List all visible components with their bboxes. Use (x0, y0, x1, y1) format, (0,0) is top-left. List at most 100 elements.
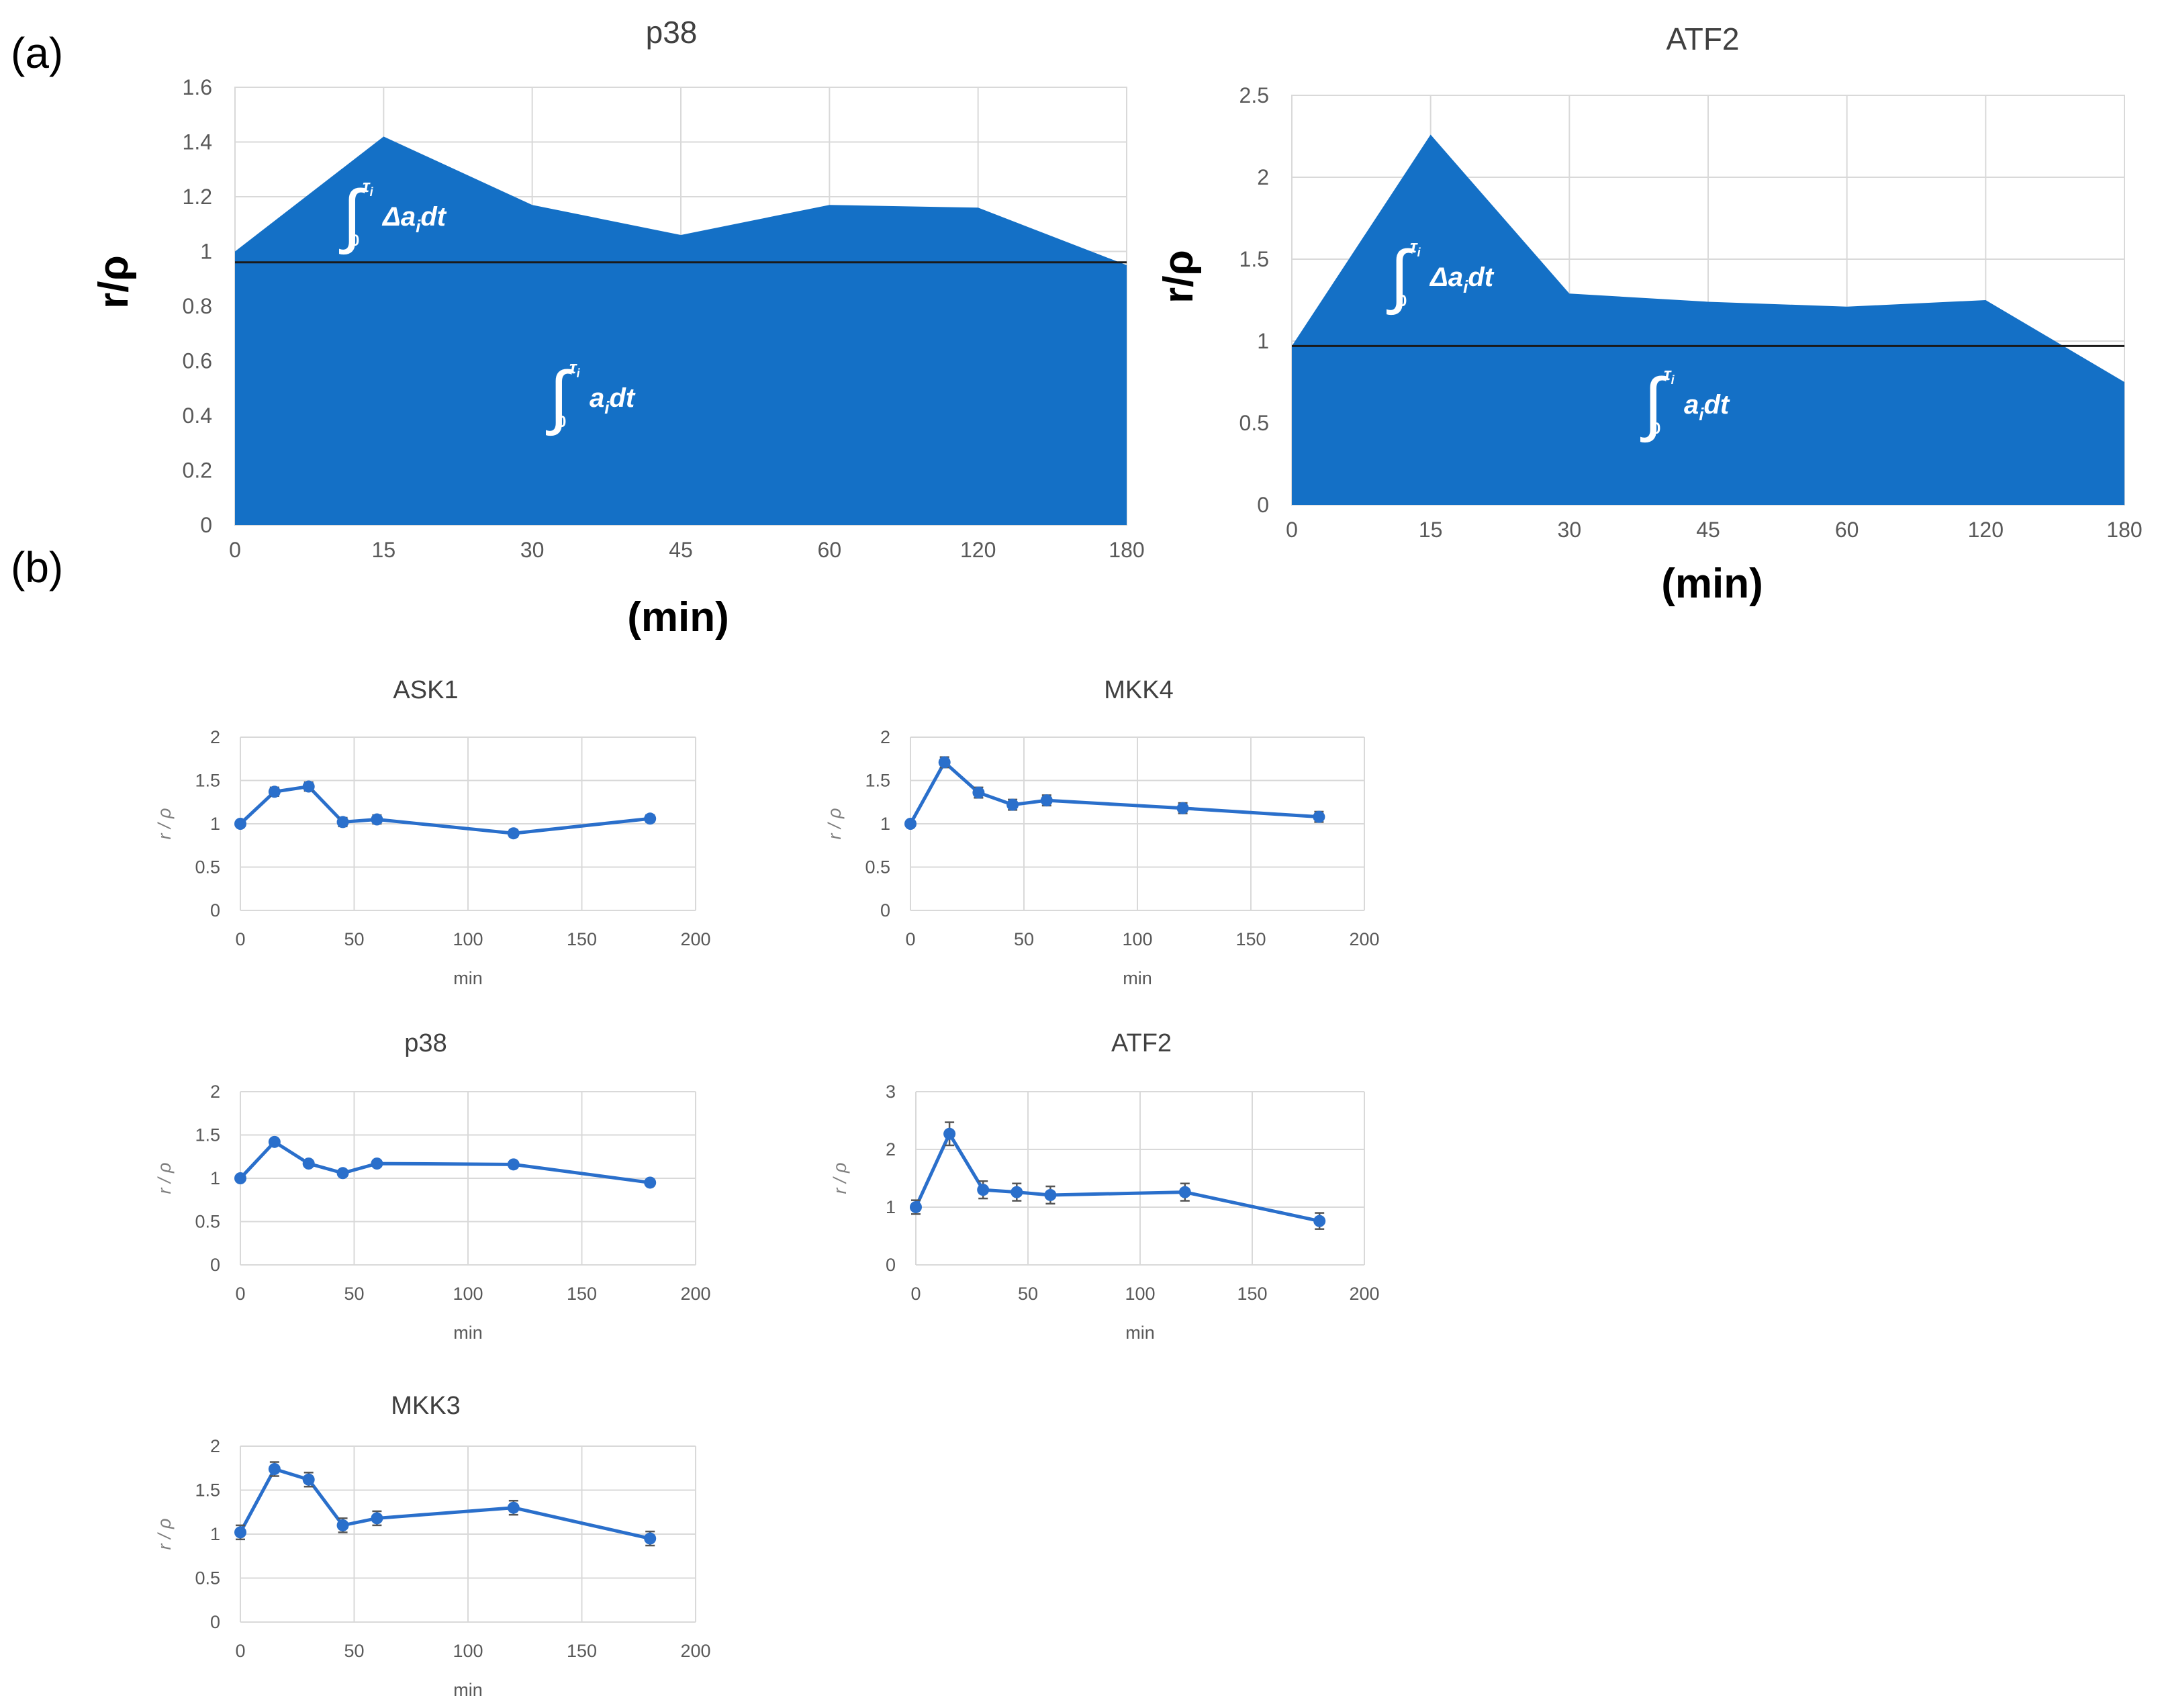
series-line (908, 759, 1319, 825)
x-axis-label: (min) (627, 594, 729, 640)
x-tick-label: 200 (1349, 1284, 1379, 1304)
y-tick-label: 2 (886, 1139, 896, 1159)
data-point (507, 1501, 520, 1514)
data-point (644, 812, 657, 825)
x-axis-label: min (1125, 1323, 1155, 1343)
y-tick-label: 0 (210, 900, 220, 920)
chart-title: ATF2 (1666, 21, 1739, 56)
data-point (234, 1172, 246, 1184)
x-axis-label: min (453, 1680, 483, 1700)
y-tick-label: 0.5 (865, 857, 890, 877)
y-tick-label: 0.5 (195, 857, 220, 877)
x-tick-label: 60 (1835, 518, 1859, 542)
x-tick-label: 60 (818, 538, 842, 562)
x-tick-label: 120 (960, 538, 996, 562)
data-point (644, 1176, 657, 1189)
x-axis-label: min (453, 1323, 483, 1343)
area-fill (1292, 134, 2124, 505)
data-point (302, 1473, 315, 1486)
x-axis-label: min (453, 968, 483, 988)
y-tick-label: 1.5 (865, 771, 890, 791)
data-point (910, 1201, 922, 1213)
x-tick-label: 0 (910, 1284, 921, 1304)
x-tick-label: 0 (235, 1641, 245, 1661)
y-tick-label: 1.2 (183, 185, 212, 209)
x-tick-label: 200 (680, 929, 710, 949)
x-tick-label: 0 (1286, 518, 1298, 542)
x-tick-label: 50 (344, 1284, 364, 1304)
y-tick-label: 1.5 (1239, 247, 1269, 271)
line-chart-atf2: ATF2 0 1 2 3 0 50 100 150 200 min r / ρ (830, 1029, 1380, 1343)
chart-title: p38 (646, 15, 698, 50)
y-axis-label: r / ρ (154, 1519, 175, 1550)
integral-base-integrand: aidt (1684, 390, 1730, 424)
line-chart-mkk4: MKK4 0 0.5 1 1.5 2 0 50 100 150 200 min r / ρ (825, 676, 1380, 988)
y-tick-label: 0.2 (183, 459, 212, 483)
integral-base-integral-sign: ∫ (1640, 365, 1667, 443)
data-point (1178, 1186, 1191, 1198)
y-tick-label: 0 (200, 513, 212, 537)
y-tick-label: 0 (886, 1255, 896, 1275)
chart-title: p38 (404, 1029, 447, 1057)
y-axis-label: r / ρ (154, 808, 175, 840)
area-chart-0: p38 0 0.2 0.4 0.6 0.8 1 1.2 1.4 1.6 0 15 30 45 60 120 18… (91, 15, 1145, 640)
y-tick-label: 1 (210, 1524, 220, 1544)
x-tick-label: 150 (567, 1284, 597, 1304)
chart-title: ASK1 (393, 676, 458, 704)
line-chart-p38: p38 0 0.5 1 1.5 2 0 50 100 150 200 min r / ρ (154, 1029, 711, 1343)
y-tick-label: 0 (210, 1255, 220, 1275)
x-tick-label: 30 (1558, 518, 1582, 542)
x-tick-label: 200 (1349, 929, 1379, 949)
data-point (1313, 1215, 1326, 1227)
data-point (371, 1512, 383, 1525)
y-tick-label: 0 (210, 1612, 220, 1632)
y-axis-label: r/ρ (1156, 250, 1202, 303)
integral-delta-lower-limit: 0 (350, 232, 359, 250)
x-tick-label: 0 (235, 929, 245, 949)
data-point (371, 813, 383, 826)
y-tick-label: 1 (210, 814, 220, 834)
data-point (1011, 1186, 1023, 1198)
chart-title: MKK3 (391, 1392, 460, 1420)
x-tick-label: 100 (1125, 1284, 1155, 1304)
integral-delta-integral-sign: ∫ (1387, 237, 1413, 316)
x-tick-label: 120 (1968, 518, 2004, 542)
x-tick-label: 15 (372, 538, 396, 562)
integral-delta-integral-sign: ∫ (339, 177, 365, 255)
data-point (507, 1158, 520, 1171)
y-tick-label: 1 (880, 814, 890, 834)
y-tick-label: 0 (880, 900, 890, 920)
x-axis-label: (min) (1661, 561, 1763, 607)
x-tick-label: 50 (1014, 929, 1034, 949)
x-tick-label: 180 (1109, 538, 1144, 562)
x-tick-label: 100 (453, 1641, 483, 1661)
y-tick-label: 2 (880, 727, 890, 747)
line-chart-mkk3: MKK3 0 0.5 1 1.5 2 0 50 100 150 200 min r / ρ (154, 1392, 711, 1700)
integral-delta-integrand: Δaidt (381, 202, 447, 236)
data-point (977, 1184, 990, 1196)
data-point (234, 1526, 246, 1539)
y-axis-label: r / ρ (154, 1163, 175, 1194)
y-tick-label: 2.5 (1239, 83, 1269, 107)
data-point (1006, 798, 1019, 811)
integral-base-integrand: aidt (590, 383, 636, 418)
chart-title: ATF2 (1111, 1029, 1172, 1057)
x-tick-label: 0 (235, 1284, 245, 1304)
y-axis-label: r / ρ (830, 1163, 850, 1194)
x-tick-label: 100 (453, 1284, 483, 1304)
x-tick-label: 50 (344, 929, 364, 949)
y-tick-label: 0.5 (195, 1212, 220, 1232)
data-point (943, 1127, 956, 1140)
panel-label-b: (b) (11, 543, 64, 591)
data-point (268, 1135, 281, 1148)
integral-delta-integrand: Δaidt (1429, 263, 1495, 297)
x-tick-label: 200 (680, 1284, 710, 1304)
data-point (336, 1167, 349, 1180)
x-axis-label: min (1123, 968, 1152, 988)
integral-base-lower-limit: 0 (557, 413, 566, 431)
x-tick-label: 0 (229, 538, 241, 562)
x-tick-label: 15 (1419, 518, 1443, 542)
data-point (1040, 794, 1053, 807)
y-tick-label: 0.6 (183, 349, 212, 373)
